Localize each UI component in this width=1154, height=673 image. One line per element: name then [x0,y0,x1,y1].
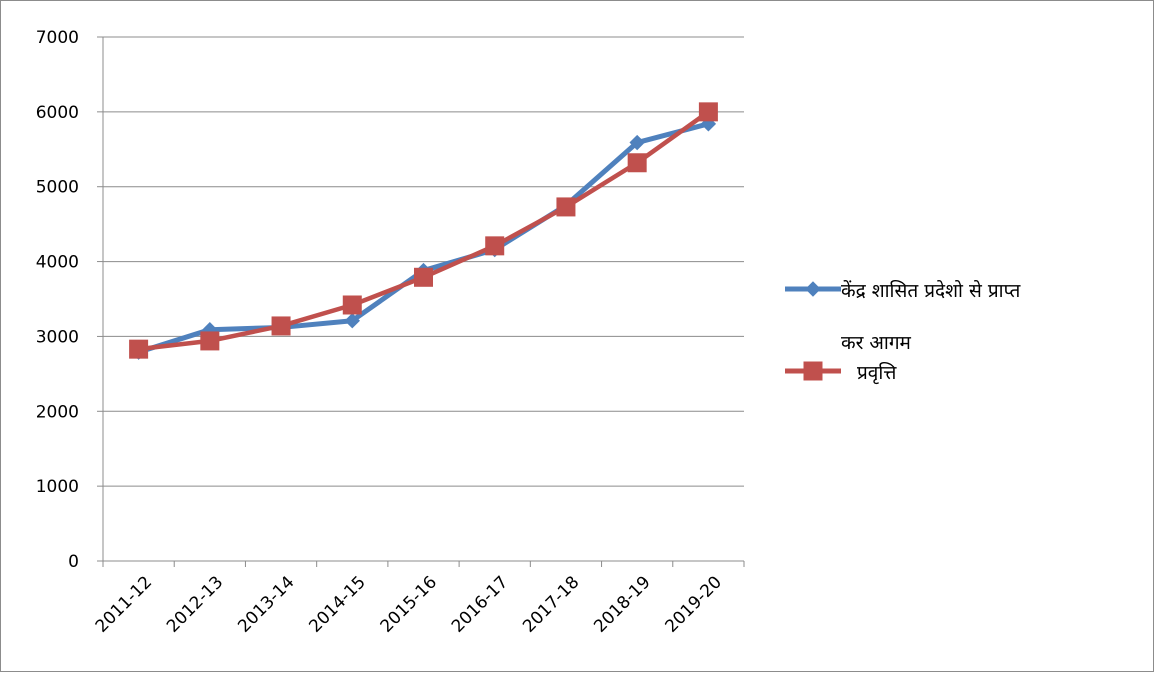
x-tick-label: 2012-13 [163,572,227,636]
legend-label: केंद्र शासित प्रदेशो से प्राप्त [841,279,1021,302]
y-tick-label: 5000 [36,178,79,198]
data-point [344,313,360,329]
data-point [698,102,718,122]
legend-label: कर आगम [841,332,912,354]
data-point [414,267,433,287]
legend: केंद्र शासित प्रदेशो से प्राप्त कर आगम प्र… [785,279,1021,385]
legend-item-2: प्रवृत्ति [785,361,897,385]
x-tick-label: 2014-15 [305,572,369,636]
y-tick-label: 7000 [36,28,79,48]
data-point [485,236,505,256]
x-tick-label: 2017-18 [519,572,583,636]
data-point [200,331,220,351]
data-point [129,339,149,359]
y-tick-label: 1000 [36,477,79,497]
data-point [556,197,576,217]
data-point [629,134,645,151]
gridlines [103,36,744,487]
y-tick-label: 0 [68,552,79,572]
legend-swatch-marker [803,361,823,381]
x-tick-label: 2011-12 [92,572,156,636]
y-tick-label: 2000 [36,402,79,422]
y-axis-tick-labels: 0 1000 2000 3000 4000 5000 6000 7000 [36,28,79,572]
y-tick-label: 6000 [36,103,79,123]
series-line [136,109,711,352]
x-tick-label: 2016-17 [448,572,512,636]
legend-label: प्रवृत्ति [857,361,897,385]
data-point [342,295,362,315]
y-tick-label: 3000 [36,327,79,347]
series-line [136,121,711,355]
data-point [627,153,647,173]
x-tick-label: 2018-19 [590,572,654,636]
y-tick-label: 4000 [36,253,79,273]
legend-swatch-marker [805,281,821,297]
series-layer [129,102,718,360]
x-tick-label: 2019-20 [662,572,726,636]
x-tick-label: 2015-16 [377,572,441,636]
data-point [271,316,291,336]
series-1 [130,116,717,360]
legend-item-1: केंद्र शासित प्रदेशो से प्राप्त कर आगम [785,279,1021,354]
x-tick-label: 2013-14 [234,572,298,636]
series-2 [129,102,718,359]
axes [97,36,745,567]
x-axis-tick-labels: 2011-12 2012-13 2013-14 2014-15 2015-16 2016-… [92,572,726,636]
